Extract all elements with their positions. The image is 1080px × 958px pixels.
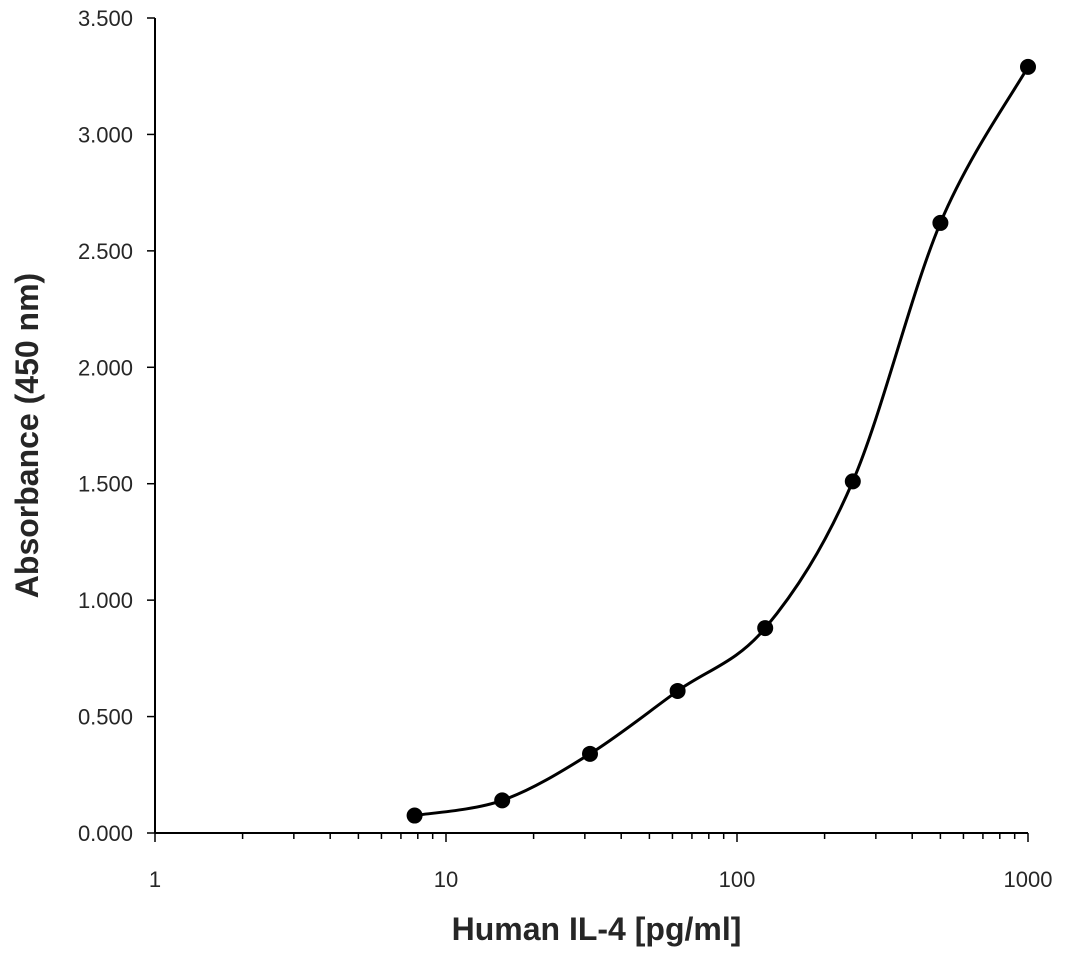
y-axis-title: Absorbance (450 nm) [9, 273, 45, 598]
series-curve [414, 66, 1030, 818]
series-markers [406, 58, 1036, 824]
y-tick-label: 3.000 [78, 122, 133, 147]
y-tick-label: 0.500 [78, 705, 133, 730]
x-axis-ticks: 1 10 100 1000 [149, 833, 1053, 892]
y-tick-label: 2.000 [78, 355, 133, 380]
data-point [844, 473, 861, 490]
x-tick-label: 1 [149, 867, 161, 892]
data-point [669, 682, 686, 699]
data-point [494, 792, 511, 809]
y-tick-label: 0.000 [78, 821, 133, 846]
data-point [582, 745, 599, 762]
data-point [1020, 58, 1036, 75]
data-point [932, 214, 949, 231]
data-point [406, 807, 423, 824]
y-tick-label: 1.500 [78, 472, 133, 497]
x-tick-label: 10 [434, 867, 458, 892]
data-point [757, 620, 774, 637]
x-tick-label: 100 [719, 867, 756, 892]
y-tick-label: 2.500 [78, 239, 133, 264]
y-tick-label: 1.000 [78, 588, 133, 613]
y-tick-label: 3.500 [78, 6, 133, 31]
x-axis-title: Human IL-4 [pg/ml] [452, 911, 742, 947]
x-tick-label: 1000 [1004, 867, 1053, 892]
y-axis-ticks: 0.000 0.500 1.000 1.500 2.000 2.500 3.000 3.500 [78, 6, 155, 846]
